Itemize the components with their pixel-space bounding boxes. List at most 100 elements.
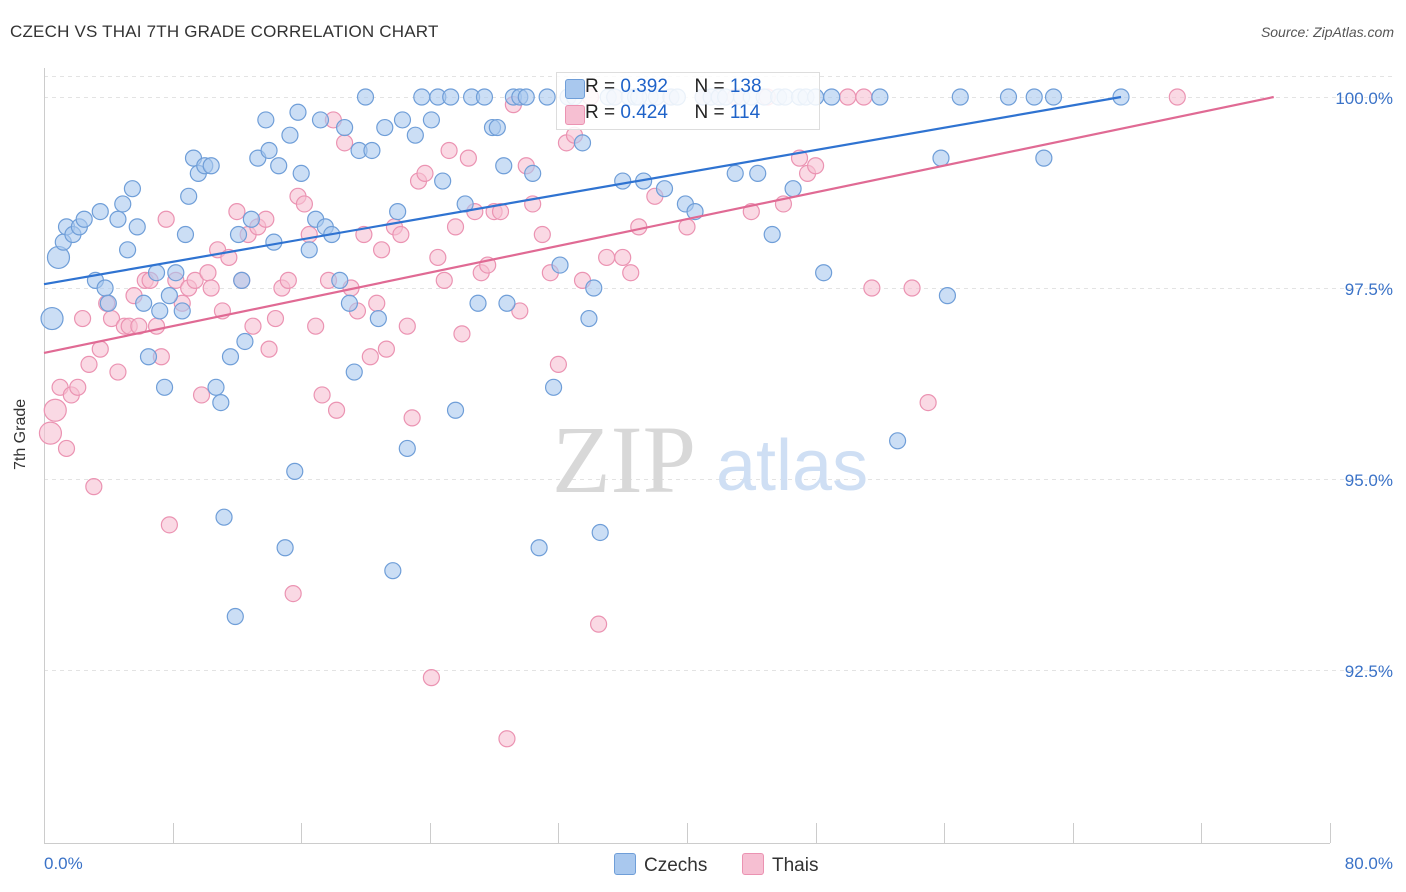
czech-point <box>311 111 330 129</box>
thai-point <box>260 340 278 358</box>
thai-point <box>622 264 640 282</box>
czech-point <box>202 157 220 175</box>
czech-point <box>336 118 354 137</box>
czech-point <box>118 241 137 259</box>
bottom-legend-czechs-swatch <box>614 853 636 875</box>
czech-point <box>434 172 452 190</box>
thai-point <box>549 355 568 373</box>
thai-point <box>307 317 325 335</box>
czech-point <box>229 225 248 244</box>
thai-point <box>313 386 331 404</box>
chart-source: Source: ZipAtlas.com <box>1260 24 1394 40</box>
thai-point <box>192 386 211 404</box>
czech-point <box>1035 149 1053 167</box>
czech-point <box>221 348 240 366</box>
czech-point <box>369 309 387 328</box>
czech-point <box>40 306 64 331</box>
thai-point <box>368 294 386 312</box>
bottom-legend-czechs: Czechs <box>614 853 707 877</box>
legend-czech-swatch <box>565 79 585 99</box>
thai-point <box>109 363 127 381</box>
czech-point <box>155 378 174 396</box>
czech-point <box>276 539 294 557</box>
y-tick-label: 95.0% <box>1345 471 1393 490</box>
czech-point <box>442 88 460 106</box>
thai-point <box>589 615 608 633</box>
legend-czech-n-label: N = <box>694 76 730 97</box>
czech-point <box>544 378 563 396</box>
czech-point <box>286 462 304 480</box>
czech-point <box>176 225 195 244</box>
thai-point <box>403 409 421 427</box>
czech-point <box>167 264 185 282</box>
gridlines <box>44 76 1395 671</box>
thai-point <box>91 340 109 358</box>
czech-point <box>139 348 158 366</box>
thai-point <box>839 88 857 106</box>
czech-point <box>207 378 225 396</box>
chart-title: CZECH VS THAI 7TH GRADE CORRELATION CHAR… <box>10 22 439 41</box>
thai-point <box>903 279 921 297</box>
czech-point <box>151 302 169 320</box>
czech-point <box>784 180 802 198</box>
czech-point <box>233 271 251 289</box>
czech-point <box>580 309 598 328</box>
bottom-legend-thais-swatch <box>742 853 764 875</box>
thai-point <box>511 302 529 320</box>
thai-point <box>361 348 379 366</box>
thai-point <box>416 164 434 182</box>
thai-point <box>855 88 873 106</box>
legend-thai-swatch <box>565 105 585 125</box>
thai-point <box>266 309 285 328</box>
czech-point <box>1044 88 1063 106</box>
czech-point <box>951 88 969 106</box>
czech-point <box>585 279 603 297</box>
thai-point <box>863 279 881 297</box>
thai-point <box>919 394 937 412</box>
czech-points <box>40 88 1130 626</box>
czech-point <box>75 210 93 228</box>
czech-point <box>300 241 318 259</box>
thai-point <box>228 203 246 221</box>
thai-point <box>422 669 441 687</box>
thai-point <box>429 248 447 267</box>
czech-point <box>345 363 363 381</box>
czech-point <box>551 256 569 274</box>
czech-point <box>413 88 431 106</box>
thai-point <box>392 225 410 244</box>
czech-point <box>384 562 402 580</box>
czech-point <box>281 126 299 144</box>
czech-point <box>749 164 767 182</box>
czech-point <box>331 271 349 289</box>
czech-point <box>591 523 609 542</box>
legend-czech-r-value: 0.392 <box>620 76 668 97</box>
y-tick-label: 97.5% <box>1345 280 1393 299</box>
czech-point <box>128 218 146 236</box>
legend-thai-r-value: 0.424 <box>620 102 668 123</box>
thai-point <box>435 271 453 289</box>
thai-point <box>1168 88 1186 106</box>
bottom-legend-thais: Thais <box>742 853 818 877</box>
czech-point <box>573 134 592 152</box>
thai-point <box>284 584 302 603</box>
thai-point <box>336 134 354 152</box>
thai-point <box>377 340 395 358</box>
czech-point <box>815 264 833 282</box>
thai-point <box>446 218 465 236</box>
thai-point <box>295 195 314 213</box>
czech-point <box>495 157 513 175</box>
thai-point <box>355 225 373 244</box>
czech-point <box>389 203 407 221</box>
czech-point <box>180 187 198 205</box>
thai-point <box>85 478 103 496</box>
axes <box>44 68 1331 844</box>
trend-lines <box>43 95 1274 355</box>
czech-point <box>257 111 275 129</box>
czech-point <box>114 195 132 213</box>
czech-point <box>517 88 535 106</box>
czech-point <box>356 88 375 106</box>
bottom-legend-czechs-label: Czechs <box>644 855 708 876</box>
thai-point <box>806 157 825 175</box>
thai-point <box>279 271 297 289</box>
